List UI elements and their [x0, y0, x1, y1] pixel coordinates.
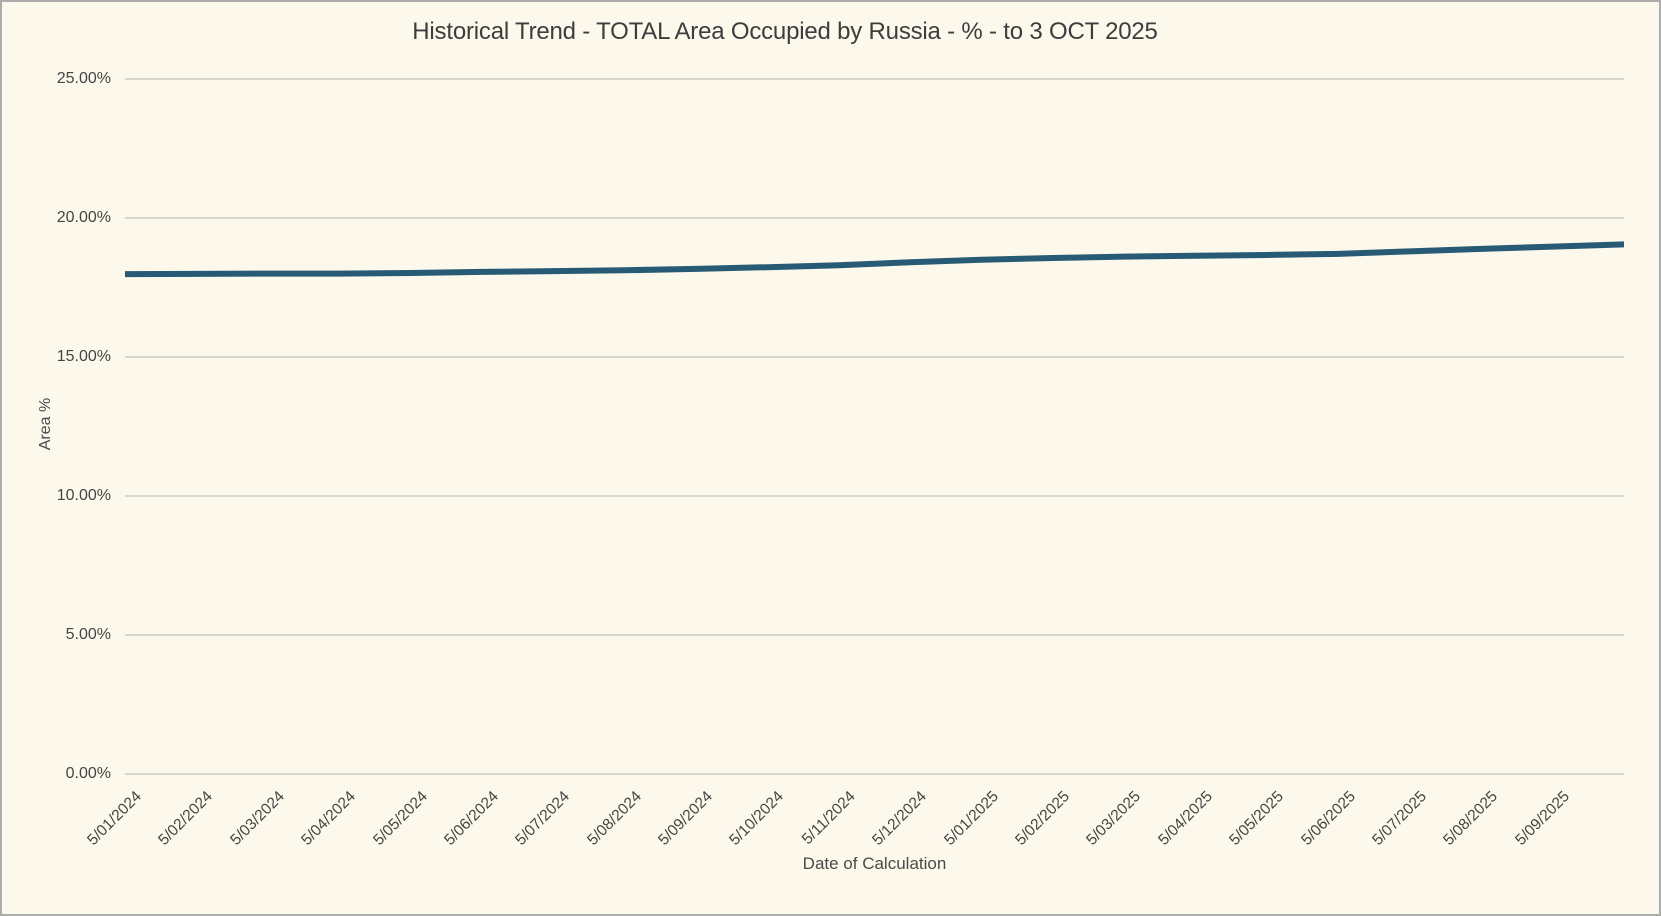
y-tick-label: 25.00% — [56, 70, 111, 87]
y-tick-label: 10.00% — [56, 487, 111, 504]
trend-line — [124, 241, 1625, 278]
x-axis-title: Date of Calculation — [802, 854, 947, 873]
y-tick-label: 15.00% — [56, 348, 111, 365]
y-tick-label: 20.00% — [56, 209, 111, 226]
chart-title: Historical Trend - TOTAL Area Occupied b… — [412, 18, 1158, 45]
y-tick-label: 0.00% — [65, 765, 111, 782]
y-tick-label: 5.00% — [65, 626, 111, 643]
